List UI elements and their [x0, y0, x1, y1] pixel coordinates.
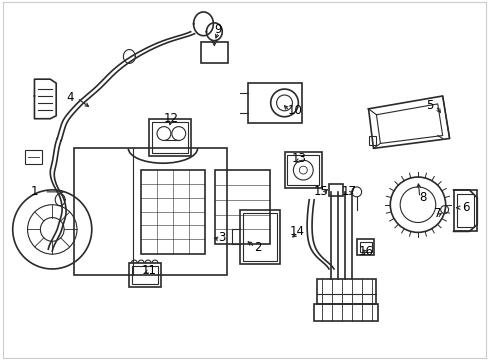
- Text: 2: 2: [254, 241, 261, 254]
- Text: 4: 4: [66, 91, 74, 104]
- Bar: [317, 279, 376, 303]
- Bar: [359, 242, 371, 252]
- Text: 13: 13: [291, 152, 306, 165]
- Text: 11: 11: [142, 265, 156, 278]
- Bar: [132, 266, 158, 284]
- Text: 16: 16: [358, 245, 373, 258]
- Bar: [215, 170, 269, 244]
- Bar: [453, 190, 476, 231]
- Text: 5: 5: [425, 99, 433, 112]
- Bar: [356, 239, 374, 255]
- Bar: [141, 170, 205, 254]
- Text: 3: 3: [218, 231, 225, 244]
- Bar: [129, 263, 161, 287]
- Bar: [328, 184, 342, 196]
- Bar: [200, 42, 228, 63]
- Text: 6: 6: [461, 201, 468, 214]
- Bar: [149, 119, 190, 156]
- Bar: [314, 303, 378, 321]
- Bar: [240, 210, 279, 264]
- Bar: [287, 155, 319, 185]
- Text: 7: 7: [433, 207, 441, 220]
- Bar: [24, 150, 42, 164]
- Text: 8: 8: [418, 191, 426, 204]
- Bar: [284, 152, 322, 188]
- Text: 12: 12: [163, 112, 178, 125]
- Text: 10: 10: [287, 104, 302, 117]
- Text: 9: 9: [214, 23, 222, 36]
- Bar: [456, 194, 473, 228]
- Text: 1: 1: [31, 185, 38, 198]
- Bar: [243, 213, 276, 261]
- Text: 17: 17: [341, 185, 356, 198]
- Text: 14: 14: [289, 225, 304, 238]
- Text: 15: 15: [313, 185, 328, 198]
- Bar: [247, 83, 302, 123]
- Bar: [152, 122, 187, 153]
- Bar: [368, 135, 376, 145]
- Bar: [74, 148, 227, 275]
